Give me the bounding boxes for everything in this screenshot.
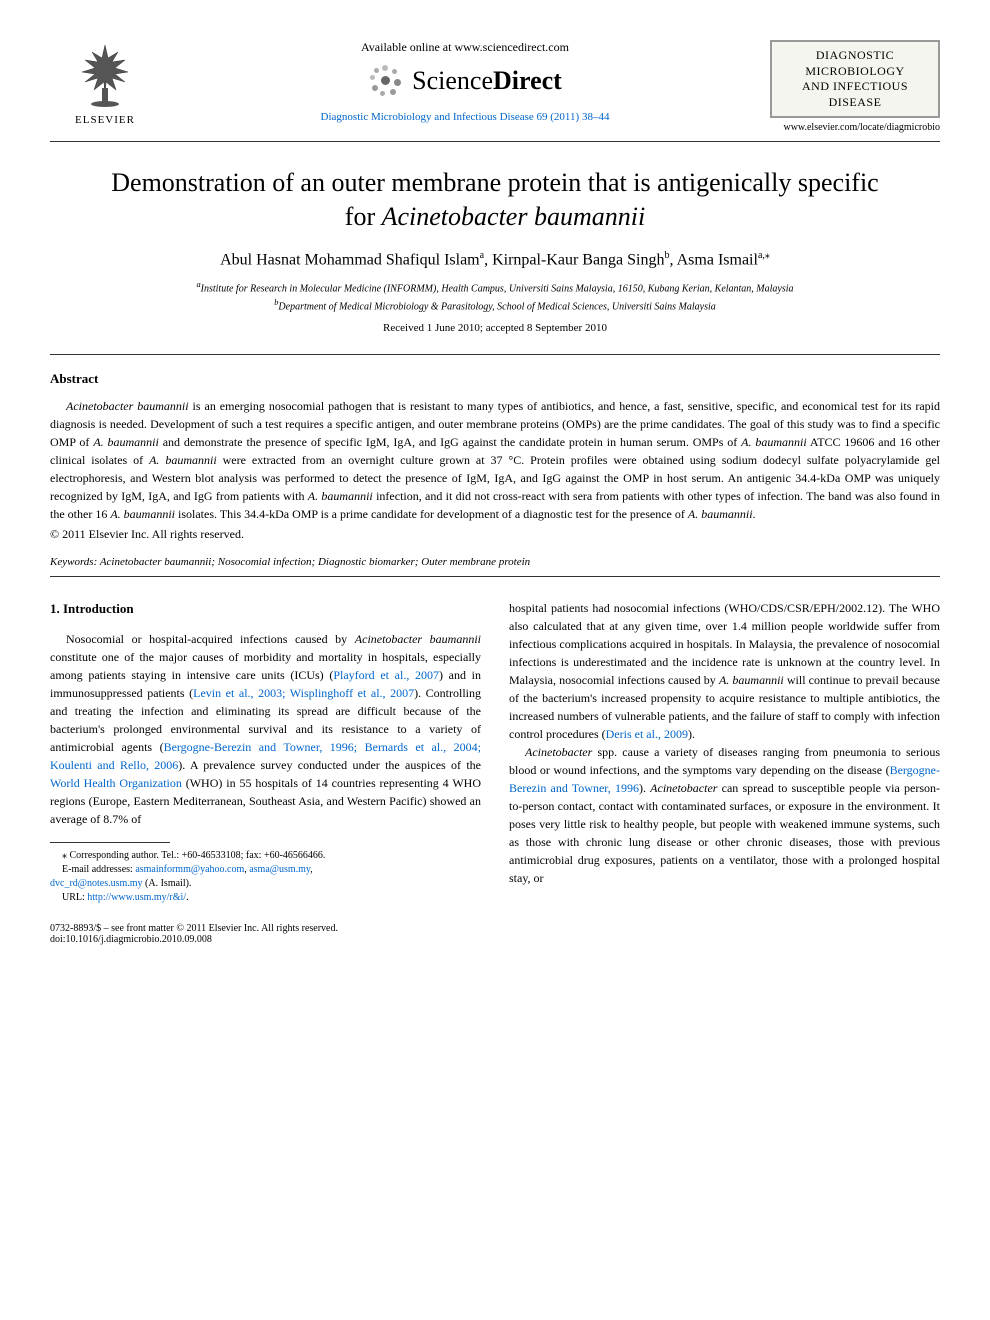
section-1-heading: 1. Introduction — [50, 599, 481, 619]
center-header: Available online at www.sciencedirect.co… — [160, 40, 770, 123]
footnote-corresponding: ⁎ Corresponding author. Tel.: +60-465331… — [50, 849, 481, 863]
footer-row: 0732-8893/$ – see front matter © 2011 El… — [50, 923, 940, 945]
affiliations: aInstitute for Research in Molecular Med… — [50, 279, 940, 314]
abstract-text: Acinetobacter baumannii is an emerging n… — [50, 397, 940, 523]
available-online-text: Available online at www.sciencedirect.co… — [160, 40, 770, 55]
divider-bot — [50, 576, 940, 577]
journal-url[interactable]: www.elsevier.com/locate/diagmicrobio — [770, 122, 940, 133]
sciencedirect-text: ScienceDirect — [412, 66, 562, 96]
footnote-divider — [50, 842, 170, 843]
email-link-2[interactable]: asma@usm.my — [249, 864, 310, 875]
email-link-1[interactable]: asmainformm@yahoo.com — [135, 864, 244, 875]
abstract-copyright: © 2011 Elsevier Inc. All rights reserved… — [50, 527, 940, 542]
sciencedirect-logo: ScienceDirect — [160, 63, 770, 99]
journal-box: DIAGNOSTIC MICROBIOLOGY AND INFECTIOUS D… — [770, 40, 940, 118]
divider-mid — [50, 354, 940, 355]
ref-link[interactable]: Deris et al., 2009 — [606, 727, 688, 741]
body-columns: 1. Introduction Nosocomial or hospital-a… — [50, 599, 940, 906]
footer-issn: 0732-8893/$ – see front matter © 2011 El… — [50, 923, 338, 934]
footnote-emails: E-mail addresses: asmainformm@yahoo.com,… — [50, 863, 481, 877]
elsevier-label: ELSEVIER — [75, 114, 135, 126]
email-link-3[interactable]: dvc_rd@notes.usm.my — [50, 878, 143, 889]
abstract-heading: Abstract — [50, 371, 940, 387]
citation-link[interactable]: Diagnostic Microbiology and Infectious D… — [160, 111, 770, 123]
footer-left: 0732-8893/$ – see front matter © 2011 El… — [50, 923, 338, 945]
column-right: hospital patients had nosocomial infecti… — [509, 599, 940, 906]
ref-link[interactable]: Playford et al., 2007 — [333, 668, 439, 682]
body-paragraph: hospital patients had nosocomial infecti… — [509, 599, 940, 743]
column-left: 1. Introduction Nosocomial or hospital-a… — [50, 599, 481, 906]
article-title: Demonstration of an outer membrane prote… — [50, 166, 940, 234]
sciencedirect-dots-icon — [368, 63, 404, 99]
ref-link[interactable]: World Health Organization — [50, 776, 182, 790]
ref-link[interactable]: Bergogne-Berezin and Towner, 1996 — [509, 763, 940, 795]
body-paragraph: Nosocomial or hospital-acquired infectio… — [50, 630, 481, 828]
keywords: Keywords: Acinetobacter baumannii; Nosoc… — [50, 556, 940, 568]
footnote-email-cont: dvc_rd@notes.usm.my (A. Ismail). — [50, 877, 481, 891]
ref-link[interactable]: Bergogne-Berezin and Towner, 1996; Berna… — [50, 740, 481, 772]
ref-link[interactable]: Levin et al., 2003; Wisplinghoff et al.,… — [193, 686, 414, 700]
article-dates: Received 1 June 2010; accepted 8 Septemb… — [50, 322, 940, 334]
footer-doi: doi:10.1016/j.diagmicrobio.2010.09.008 — [50, 934, 338, 945]
authors: Abul Hasnat Mohammad Shafiqul Islama, Ki… — [50, 250, 940, 269]
footnote-url: URL: http://www.usm.my/r&i/. — [50, 891, 481, 905]
url-link[interactable]: http://www.usm.my/r&i/ — [87, 892, 186, 903]
elsevier-tree-icon — [70, 40, 140, 110]
elsevier-logo: ELSEVIER — [50, 40, 160, 126]
divider-top — [50, 141, 940, 142]
journal-box-title: DIAGNOSTIC MICROBIOLOGY AND INFECTIOUS D… — [776, 48, 934, 110]
body-paragraph: Acinetobacter spp. cause a variety of di… — [509, 743, 940, 887]
journal-box-container: DIAGNOSTIC MICROBIOLOGY AND INFECTIOUS D… — [770, 40, 940, 133]
header-row: ELSEVIER Available online at www.science… — [50, 40, 940, 133]
